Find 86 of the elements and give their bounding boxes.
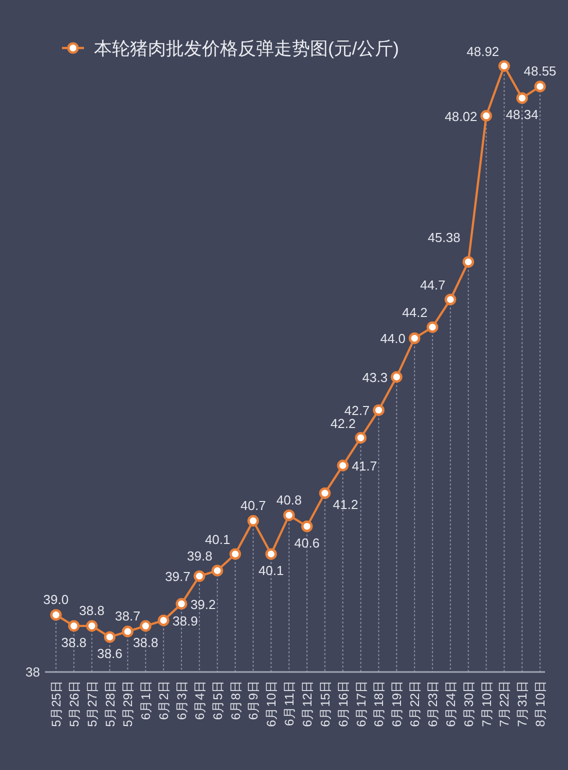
point [319,487,331,499]
x-tick-label: 6月30日 [462,680,476,727]
data-label: 44.7 [420,277,446,292]
x-tick-label: 5月25日 [49,680,64,727]
point [408,332,420,344]
point [301,520,313,532]
x-tick-label: 6月22日 [408,680,422,727]
x-tick-label: 7月31日 [516,680,530,727]
data-label: 40.8 [276,492,302,508]
point [140,620,152,632]
data-label: 42.7 [344,403,370,418]
x-tick-label: 6月19日 [390,680,404,727]
point [247,515,259,527]
data-label: 48.55 [524,63,556,78]
data-label: 48.34 [506,107,538,122]
x-tick-label: 6月5日 [210,680,225,720]
point [372,404,384,416]
x-tick-label: 5月26日 [67,680,82,727]
legend: 本轮猪肉批发价格反弹走势图(元/公斤) [62,38,399,58]
x-tick-label: 6月23日 [426,680,440,727]
point [212,564,224,576]
data-label: 39.2 [190,596,216,612]
x-tick-label: 6月9日 [246,680,261,720]
x-tick-label: 6月3日 [174,680,189,720]
point [176,598,188,610]
point [354,432,367,444]
data-label: 40.6 [294,535,320,550]
x-tick-label: 6月15日 [318,680,332,727]
x-tick-label: 6月16日 [336,680,350,727]
point [480,110,492,122]
x-tick-label: 5月29日 [121,680,136,727]
point [444,294,456,306]
point [462,256,474,268]
point [104,631,116,643]
data-label: 48.02 [444,108,478,124]
x-tick-label: 6月2日 [157,680,172,720]
point [86,620,98,632]
point [265,548,277,560]
x-tick-label: 6月4日 [192,680,207,720]
data-label: 44.0 [380,331,406,346]
point [158,614,170,626]
point [498,60,510,72]
text: 38 [26,664,40,680]
point [337,460,349,472]
point [426,321,438,333]
data-label: 38.8 [61,634,87,650]
data-label: 38.8 [79,602,104,618]
data-label: 39.8 [187,548,212,564]
point [283,509,295,522]
point [229,548,242,560]
data-label: 45.38 [428,230,460,245]
x-tick-label: 5月28日 [103,680,118,727]
data-label: 38.9 [172,613,198,628]
data-label: 40.1 [258,563,284,578]
data-label: 39.7 [165,569,190,584]
data-label: 48.92 [466,44,500,59]
point [390,371,402,383]
data-label: 42.2 [330,416,356,431]
x-tick-label: 6月12日 [300,680,314,727]
data-label: 41.7 [352,458,378,474]
data-label: 40.7 [240,498,266,513]
x-tick-label: 7月10日 [480,680,494,727]
point [122,626,134,638]
data-label: 38.6 [97,646,122,661]
data-label: 41.2 [332,497,358,512]
point [194,570,206,582]
data-label: 39.0 [43,592,69,607]
x-tick-label: 7月22日 [498,680,512,727]
point [534,80,546,92]
point [50,609,62,621]
x-tick-label: 6月10日 [264,680,279,727]
x-tick-label: 8月10日 [534,680,548,727]
x-tick-label: 5月27日 [85,680,100,727]
data-label: 43.3 [362,370,388,385]
x-tick-label: 6月18日 [372,680,386,727]
point [68,620,80,632]
data-label: 44.2 [402,305,428,320]
x-tick-label: 6月8日 [228,680,243,720]
point [516,92,528,104]
data-label: 38.7 [115,608,140,624]
x-tick-label: 6月11日 [282,680,297,726]
x-tick-label: 6月17日 [354,680,368,727]
x-tick-label: 6月1日 [139,680,154,720]
x-tick-label: 6月24日 [444,680,458,727]
data-label: 38.8 [132,634,158,650]
data-label: 40.1 [204,532,230,548]
